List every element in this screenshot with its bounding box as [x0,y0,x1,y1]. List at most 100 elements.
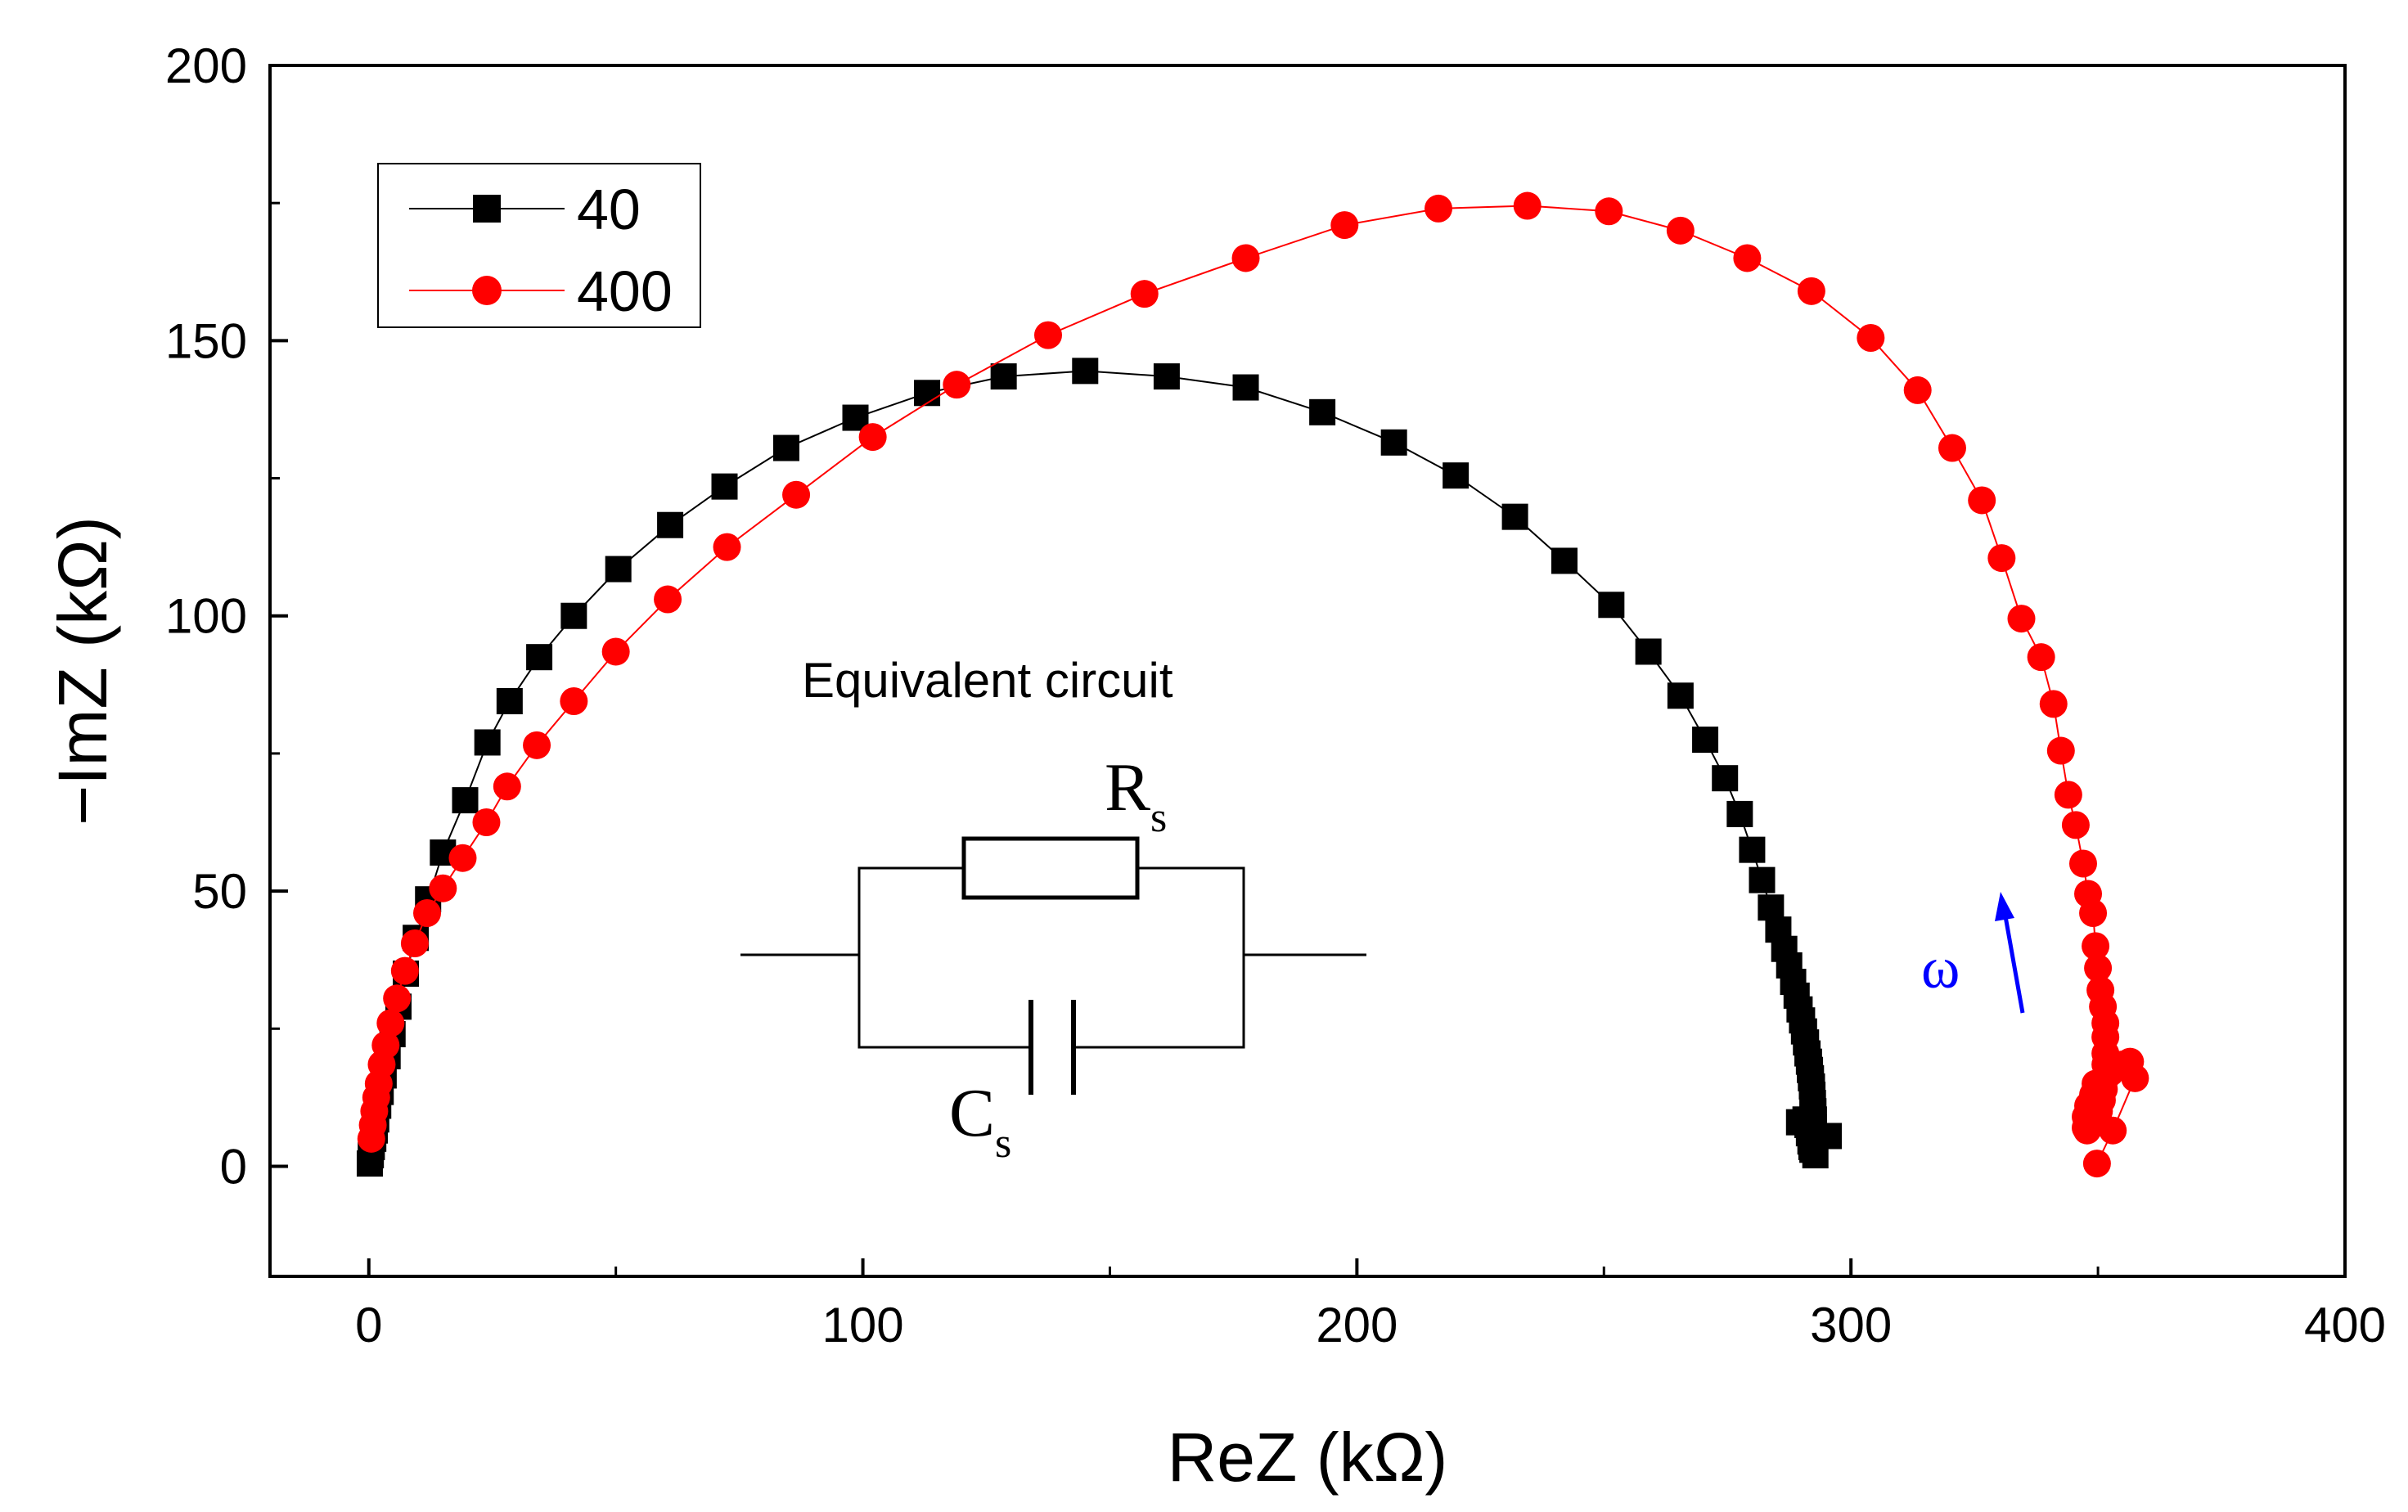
data-point-40 [1551,547,1578,574]
data-point-40 [1739,836,1766,863]
legend-marker-40 [473,195,501,223]
data-point-400 [448,844,477,872]
data-point-40 [657,511,684,538]
data-point-400 [390,956,419,985]
legend-label-40: 40 [577,178,641,241]
data-point-40 [1072,358,1099,385]
data-point-400 [2061,811,2090,839]
data-point-40 [1635,638,1662,665]
data-point-400 [2007,605,2036,633]
data-point-400 [2068,849,2097,878]
data-point-40 [1598,592,1625,619]
data-point-400 [2027,643,2055,672]
resistor-label: Rs [1105,749,1167,841]
data-point-400 [1595,197,1623,226]
data-point-40 [1726,800,1753,827]
legend-box [377,163,701,328]
data-point-400 [1330,211,1359,240]
data-point-400 [782,480,811,509]
legend-label-400: 400 [577,259,673,323]
data-point-400 [1938,434,1966,462]
data-point-400 [943,371,971,399]
data-point-40 [605,556,632,583]
plot-frame [268,64,2347,1278]
data-point-40 [1749,866,1776,893]
data-point-400 [1425,194,1453,223]
data-point-40 [1232,374,1259,401]
data-point-400 [493,772,521,801]
data-point-400 [713,533,741,561]
data-point-40 [1380,429,1407,456]
data-point-400 [2084,954,2113,983]
data-point-40 [1501,503,1528,530]
data-point-400 [2121,1064,2149,1092]
data-point-400 [1034,321,1062,349]
data-point-400 [1666,216,1695,245]
legend: 40 400 [377,163,701,328]
x-tick-label: 100 [822,1298,904,1352]
data-point-400 [1857,324,1885,352]
data-point-40 [990,363,1017,390]
data-point-400 [2039,690,2068,718]
data-point-40 [560,602,587,629]
y-axis-title: −ImZ (kΩ) [44,516,121,826]
data-point-400 [2082,932,2110,961]
data-point-400 [413,899,442,927]
data-point-400 [1130,280,1159,308]
data-point-400 [654,585,682,614]
x-tick-label: 0 [355,1298,382,1352]
data-point-40 [496,688,523,714]
data-point-400 [1733,244,1762,272]
capacitor-label: Cs [949,1075,1011,1167]
circuit-wires [740,866,1366,1049]
omega-label: ω [1921,935,1960,1001]
data-point-400 [1513,191,1542,220]
x-tick-label: 300 [1810,1298,1892,1352]
data-point-40 [452,787,479,814]
x-axis-ticks: 0 100 200 300 400 [355,1258,2386,1352]
y-tick-label: 100 [165,589,247,644]
data-point-40 [1758,894,1785,921]
plot-area [268,64,2347,1278]
data-point-400 [2046,736,2075,765]
data-point-400 [400,929,429,957]
data-point-400 [1231,244,1260,272]
data-point-40 [526,644,553,671]
data-point-400 [2082,1150,2111,1178]
y-tick-label: 0 [220,1139,247,1194]
data-point-400 [376,1009,405,1037]
data-point-40 [772,434,799,461]
x-tick-label: 400 [2304,1298,2386,1352]
data-point-400 [2079,899,2108,927]
data-point-40 [474,729,501,756]
y-tick-label: 50 [192,864,247,919]
data-point-400 [1987,544,2016,573]
data-point-400 [383,984,412,1013]
data-point-40 [1712,765,1739,792]
data-point-400 [1968,486,1996,515]
x-tick-label: 200 [1316,1298,1398,1352]
omega-arrowhead [1995,892,2014,921]
data-point-400 [429,874,457,902]
data-point-40 [1153,363,1180,390]
data-point-400 [560,687,588,715]
data-point-40 [1692,727,1719,754]
series-400 [357,191,2149,1178]
data-point-400 [371,1031,400,1060]
omega-direction-annotation: ω [1921,892,2025,1014]
data-point-40 [1443,462,1470,489]
inset-title: Equivalent circuit [802,653,1173,708]
data-point-400 [2099,1116,2127,1145]
legend-marker-400 [472,276,502,305]
data-point-40 [1802,1142,1829,1168]
y-axis-ticks: 0 50 100 150 200 [165,38,288,1194]
equivalent-circuit-inset: Equivalent circuit Rs Cs [740,653,1366,1167]
data-point-400 [523,731,551,759]
data-point-40 [1667,682,1694,709]
data-point-40 [1309,398,1336,425]
omega-arrow [2003,916,2025,1014]
data-point-400 [2054,781,2082,809]
x-axis-title: ReZ (kΩ) [1168,1419,1448,1496]
y-tick-label: 200 [165,38,247,93]
